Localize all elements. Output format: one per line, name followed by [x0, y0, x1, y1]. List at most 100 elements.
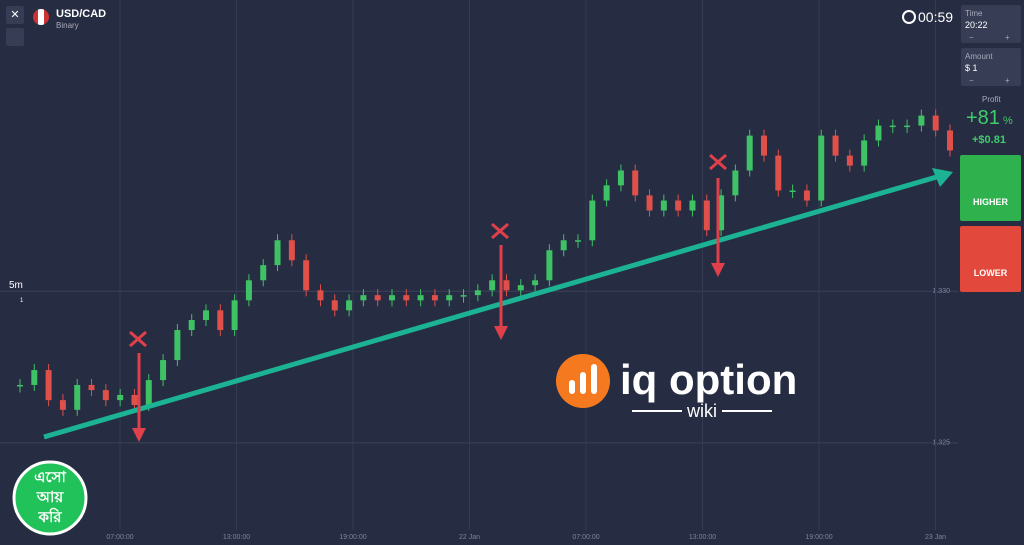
candle	[789, 190, 796, 193]
minus[interactable]: −	[969, 33, 974, 42]
candle	[761, 135, 767, 156]
candle	[889, 125, 896, 128]
candle	[675, 200, 682, 211]
candle	[188, 320, 195, 331]
amount-label: Amount	[965, 52, 993, 61]
candle	[160, 360, 167, 381]
candle	[17, 384, 23, 387]
y-tick-label: 1.330	[932, 288, 950, 295]
time-value: 20:22	[965, 20, 988, 30]
candle	[617, 170, 624, 186]
minus[interactable]: −	[969, 76, 974, 85]
amount-box[interactable]: Amount $ 1 − +	[961, 48, 1021, 86]
candle	[775, 155, 782, 191]
x-tick-label: 13:00:00	[689, 534, 716, 541]
candle	[746, 135, 753, 171]
candle	[288, 240, 295, 261]
candle	[474, 290, 481, 296]
brand-sub: wiki	[686, 401, 717, 421]
candle	[102, 390, 109, 401]
candle	[303, 260, 310, 291]
candle	[431, 295, 438, 301]
time-box[interactable]: Time 20:22 − +	[961, 5, 1021, 43]
candle	[575, 240, 581, 242]
candle	[446, 295, 453, 301]
candle	[560, 240, 567, 251]
lower-button[interactable]: LOWER	[960, 226, 1021, 292]
candle	[589, 200, 596, 241]
symbol[interactable]: USD/CAD	[56, 8, 107, 20]
candle	[203, 310, 209, 321]
candle	[947, 130, 953, 151]
candle	[74, 384, 81, 410]
y-tick-label: 1.325	[932, 440, 950, 447]
time-label: Time	[965, 9, 983, 18]
badge-line: এসো	[34, 469, 66, 486]
candle	[832, 135, 839, 156]
candle	[117, 394, 124, 401]
candle	[546, 250, 553, 281]
candle	[217, 310, 224, 331]
chart: 1.330 1.325 07:00:00 13:00:00 19:00:00 22 Jan…	[0, 0, 958, 541]
candle	[517, 285, 524, 291]
plus[interactable]: +	[1005, 76, 1010, 85]
candle	[460, 295, 467, 297]
x-tick-label: 19:00:00	[805, 534, 832, 541]
x-tick-label: 07:00:00	[572, 534, 599, 541]
logo-bars	[569, 364, 597, 394]
trend-arrowhead	[932, 168, 953, 187]
candle	[331, 300, 338, 311]
candle	[689, 200, 696, 211]
badge-line: আয়	[36, 489, 64, 506]
candle	[403, 295, 410, 301]
candle	[861, 140, 868, 166]
brand: iq option	[620, 356, 797, 403]
candle	[274, 240, 281, 266]
lower-label: LOWER	[973, 268, 1008, 278]
expand-button[interactable]	[6, 28, 24, 46]
candle	[389, 295, 395, 301]
candle	[660, 200, 667, 211]
tool-indicators[interactable]	[7, 255, 27, 269]
flag	[33, 9, 49, 25]
profit-label: Profit	[982, 95, 1001, 104]
candle	[417, 295, 424, 301]
candle	[317, 290, 324, 301]
candle	[360, 295, 367, 301]
close-button[interactable]: ✕	[6, 6, 24, 24]
candle	[260, 265, 267, 281]
annotations	[129, 153, 727, 442]
badge-line: করি	[37, 507, 62, 526]
candle	[59, 400, 66, 410]
x-tick-label: 07:00:00	[106, 534, 133, 541]
candle	[131, 394, 138, 405]
x-tick-label: 19:00:00	[339, 534, 366, 541]
candle	[174, 330, 181, 361]
higher-label: HIGHER	[972, 197, 1008, 207]
profit-percent: +81	[966, 107, 1000, 129]
timer: 00:59	[918, 9, 954, 25]
plus[interactable]: +	[1005, 33, 1010, 42]
candle	[803, 190, 810, 201]
profit-percent-sign: %	[1003, 115, 1013, 127]
x-tick-label: 23 Jan	[925, 534, 946, 541]
candle	[346, 300, 353, 311]
trend-line	[43, 173, 941, 440]
candle	[245, 280, 252, 301]
x-tick-label: 22 Jan	[459, 534, 480, 541]
higher-button[interactable]: HIGHER	[960, 155, 1021, 221]
candle	[904, 125, 911, 128]
candle	[88, 384, 95, 391]
candle	[718, 195, 725, 231]
option-kind: Binary	[56, 21, 79, 30]
candle	[846, 155, 853, 166]
candle	[932, 115, 939, 131]
candle	[732, 170, 739, 196]
candle	[231, 300, 238, 331]
timeframe[interactable]: 5m	[9, 280, 23, 291]
candle	[703, 200, 710, 231]
candle	[603, 185, 610, 201]
x-tick-label: 13:00:00	[223, 534, 250, 541]
badge	[12, 460, 88, 536]
